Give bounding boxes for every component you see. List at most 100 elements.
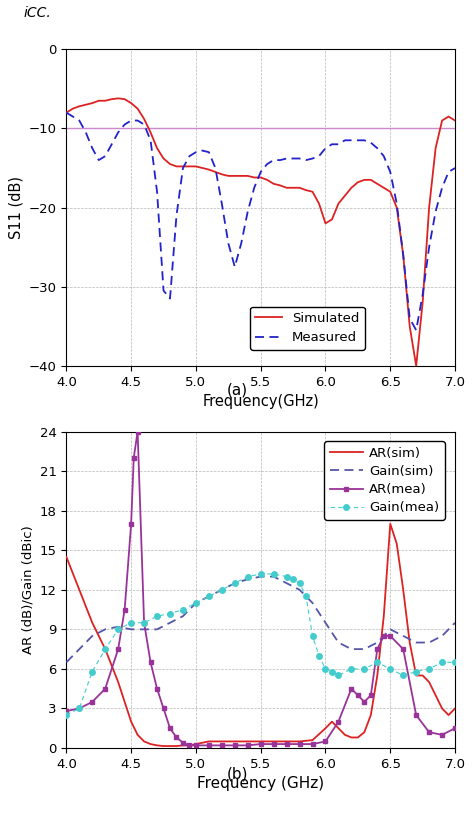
Gain(sim) — [258, 571, 264, 581]
AR(sim) — [154, 741, 160, 750]
Gain(mea) — [336, 671, 341, 681]
Gain(mea) — [401, 671, 406, 681]
AR(sim) — [374, 671, 380, 681]
X-axis label: Frequency (GHz): Frequency (GHz) — [197, 776, 324, 792]
AR(sim) — [368, 710, 374, 720]
AR(sim) — [271, 737, 276, 746]
Gain(mea) — [303, 592, 309, 602]
AR(mea) — [187, 741, 192, 750]
Measured — [401, 250, 406, 260]
AR(sim) — [394, 538, 400, 548]
Line: Gain(sim): Gain(sim) — [66, 576, 455, 663]
Gain(mea) — [258, 569, 264, 579]
AR(sim) — [148, 739, 154, 749]
Gain(mea) — [219, 585, 225, 595]
AR(mea) — [148, 658, 154, 667]
AR(mea) — [439, 730, 445, 740]
Gain(sim) — [90, 631, 95, 641]
AR(sim) — [446, 710, 451, 720]
Gain(mea) — [374, 658, 380, 667]
AR(mea) — [426, 727, 432, 737]
Gain(mea) — [90, 667, 95, 677]
Gain(mea) — [245, 571, 251, 581]
Gain(mea) — [284, 571, 290, 581]
Gain(sim) — [128, 625, 134, 635]
Gain(sim) — [284, 578, 290, 588]
Gain(sim) — [115, 621, 121, 631]
AR(sim) — [115, 677, 121, 687]
Gain(mea) — [316, 651, 322, 661]
AR(sim) — [362, 727, 367, 737]
Measured — [141, 119, 147, 129]
AR(sim) — [245, 737, 251, 746]
Line: Gain(mea): Gain(mea) — [63, 570, 458, 718]
Gain(mea) — [290, 575, 296, 584]
Gain(sim) — [336, 638, 341, 648]
Gain(sim) — [245, 575, 251, 584]
AR(sim) — [219, 737, 225, 746]
Gain(mea) — [232, 578, 237, 588]
Gain(mea) — [76, 704, 82, 713]
Y-axis label: AR (dB)/Gain (dBic): AR (dB)/Gain (dBic) — [21, 525, 34, 654]
Gain(sim) — [154, 625, 160, 635]
Gain(mea) — [348, 664, 354, 674]
AR(mea) — [368, 690, 374, 700]
Gain(sim) — [180, 612, 186, 621]
AR(mea) — [206, 741, 212, 750]
AR(sim) — [381, 612, 387, 621]
Gain(mea) — [180, 605, 186, 615]
Legend: Simulated, Measured: Simulated, Measured — [250, 307, 365, 349]
Measured — [200, 145, 205, 155]
AR(sim) — [387, 519, 393, 529]
Gain(mea) — [329, 667, 335, 677]
Gain(sim) — [219, 585, 225, 595]
Gain(sim) — [362, 644, 367, 654]
Gain(sim) — [271, 571, 276, 581]
Gain(mea) — [206, 592, 212, 602]
AR(mea) — [297, 739, 302, 749]
Gain(mea) — [426, 664, 432, 674]
AR(sim) — [122, 697, 128, 707]
AR(mea) — [167, 723, 173, 733]
AR(mea) — [154, 684, 160, 694]
AR(sim) — [135, 730, 140, 740]
Gain(mea) — [323, 664, 328, 674]
Gain(sim) — [232, 578, 237, 588]
AR(mea) — [245, 741, 251, 750]
AR(mea) — [348, 684, 354, 694]
Gain(mea) — [154, 612, 160, 621]
AR(mea) — [362, 697, 367, 707]
Gain(mea) — [193, 598, 199, 608]
Gain(sim) — [167, 618, 173, 628]
Gain(sim) — [76, 644, 82, 654]
AR(sim) — [297, 737, 302, 746]
Gain(mea) — [271, 569, 276, 579]
Gain(sim) — [439, 631, 445, 641]
AR(sim) — [284, 737, 290, 746]
AR(mea) — [193, 741, 199, 750]
Simulated — [452, 116, 458, 126]
AR(sim) — [76, 585, 82, 595]
AR(sim) — [342, 730, 348, 740]
AR(sim) — [413, 671, 419, 681]
Line: Measured: Measured — [66, 113, 455, 330]
Gain(sim) — [413, 638, 419, 648]
AR(mea) — [413, 710, 419, 720]
AR(sim) — [310, 735, 315, 745]
Gain(sim) — [323, 618, 328, 628]
AR(mea) — [258, 739, 264, 749]
Gain(mea) — [64, 710, 69, 720]
Gain(mea) — [439, 658, 445, 667]
AR(mea) — [64, 706, 69, 716]
AR(sim) — [193, 739, 199, 749]
Gain(sim) — [297, 585, 302, 595]
AR(mea) — [381, 631, 387, 641]
AR(mea) — [219, 741, 225, 750]
AR(sim) — [336, 723, 341, 733]
AR(sim) — [439, 704, 445, 713]
Y-axis label: S11 (dB): S11 (dB) — [8, 176, 23, 239]
AR(sim) — [323, 723, 328, 733]
Simulated — [277, 181, 283, 191]
AR(sim) — [102, 644, 108, 654]
Gain(sim) — [64, 658, 69, 667]
